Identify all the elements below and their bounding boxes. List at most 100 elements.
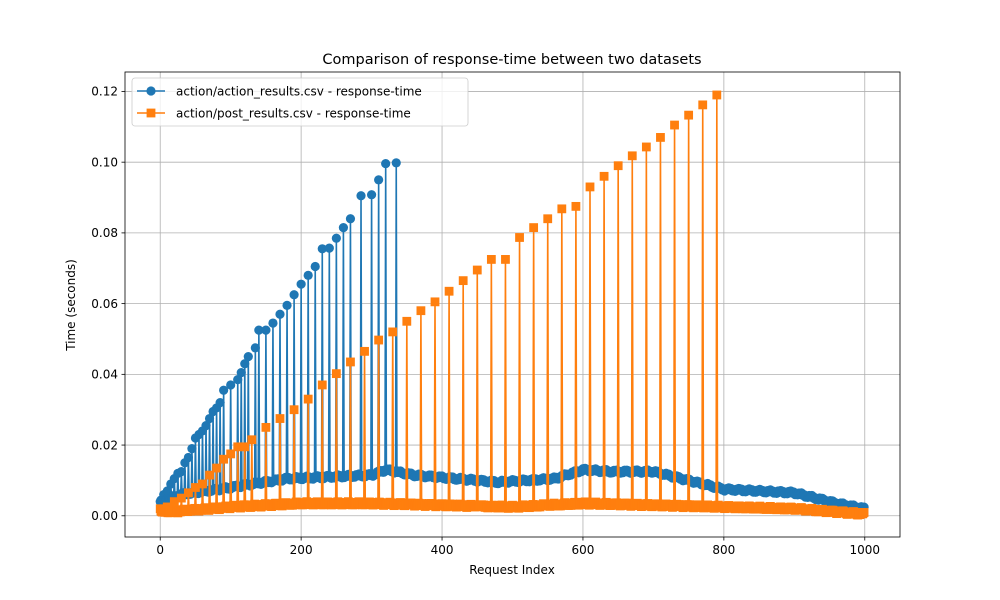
data-point (374, 335, 384, 345)
data-point (331, 233, 341, 243)
data-point (254, 325, 264, 335)
data-point (250, 343, 260, 353)
data-point (346, 357, 355, 367)
data-point (240, 359, 250, 369)
data-point (374, 175, 384, 185)
data-point (215, 398, 225, 408)
data-point (303, 270, 313, 280)
data-point (219, 454, 229, 464)
data-point (543, 214, 553, 224)
data-point (233, 375, 243, 385)
data-point (176, 466, 186, 477)
data-point (585, 182, 595, 192)
data-point (388, 327, 398, 337)
y-axis-label: Time (seconds) (64, 259, 78, 352)
chart-title: Comparison of response-time between two … (322, 52, 701, 68)
x-tick-label: 200 (290, 543, 313, 557)
data-point (236, 367, 246, 378)
data-point (356, 191, 366, 201)
data-point (557, 204, 567, 214)
data-point (317, 244, 327, 254)
data-point (345, 214, 356, 224)
data-point (472, 265, 482, 275)
data-point (233, 442, 243, 452)
x-tick-label: 800 (712, 543, 735, 557)
data-point (212, 463, 221, 473)
data-point (712, 90, 722, 100)
data-point (219, 385, 229, 395)
data-point (627, 151, 637, 161)
data-point (381, 158, 391, 169)
series-2 (155, 90, 869, 520)
data-point (670, 120, 679, 130)
data-point (515, 233, 524, 242)
data-point (331, 369, 341, 379)
legend-marker-series-1 (146, 86, 156, 96)
data-point (656, 133, 665, 142)
data-point (289, 405, 299, 415)
x-tick-label: 0 (156, 543, 164, 557)
data-point (486, 255, 496, 264)
legend-marker-series-2 (146, 108, 156, 118)
data-point (275, 309, 285, 319)
data-point (282, 300, 292, 310)
data-point (183, 452, 194, 463)
data-point (226, 449, 236, 459)
data-point (458, 276, 468, 286)
y-axis: 0.00 0.02 0.04 0.06 0.08 0.10 0.12 (91, 85, 125, 523)
axes-frame (124, 71, 901, 538)
x-axis-label: Request Index (469, 563, 555, 577)
data-point (416, 306, 426, 316)
data-point (641, 142, 651, 152)
data-point (430, 297, 440, 307)
data-point (184, 488, 193, 498)
data-point (275, 414, 285, 423)
data-point (169, 497, 179, 507)
data-point (338, 222, 349, 233)
data-point (289, 290, 299, 300)
data-point (310, 261, 320, 272)
data-point (240, 442, 250, 452)
data-point (268, 318, 278, 328)
data-point (204, 413, 215, 424)
data-point (529, 223, 539, 232)
data-point (444, 286, 454, 296)
data-point (247, 435, 257, 445)
data-point (366, 190, 377, 200)
data-point (402, 316, 412, 326)
data-point (360, 346, 369, 356)
data-point (684, 110, 694, 120)
x-tick-label: 1000 (849, 543, 880, 557)
x-tick-label: 600 (572, 543, 595, 557)
y-tick-label: 0.10 (91, 155, 118, 169)
data-point (599, 171, 609, 181)
legend: action/action_results.csv - response-tim… (131, 77, 469, 127)
data-point (261, 422, 271, 432)
y-tick-label: 0.00 (91, 509, 118, 523)
legend-label-series-2: action/post_results.csv - response-time (176, 107, 411, 121)
data-point (391, 158, 401, 168)
data-point (324, 243, 334, 253)
y-tick-label: 0.04 (91, 368, 118, 382)
y-tick-label: 0.12 (91, 85, 118, 99)
data-point (176, 493, 186, 503)
plot-series (155, 90, 869, 520)
x-tick-label: 400 (431, 543, 454, 557)
data-point (501, 255, 510, 264)
data-point (859, 508, 869, 517)
legend-label-series-1: action/action_results.csv - response-tim… (176, 85, 422, 99)
legend-box (131, 77, 469, 127)
y-tick-label: 0.02 (91, 438, 118, 452)
data-point (243, 352, 253, 362)
data-point (187, 443, 197, 454)
data-point (571, 201, 581, 211)
x-axis: 0 200 400 600 800 1000 (156, 537, 880, 557)
data-point (226, 380, 236, 390)
y-tick-label: 0.06 (91, 297, 118, 311)
data-point (261, 325, 271, 335)
data-point (303, 394, 313, 404)
data-point (296, 279, 306, 289)
data-point (201, 421, 211, 431)
data-point (191, 483, 200, 492)
